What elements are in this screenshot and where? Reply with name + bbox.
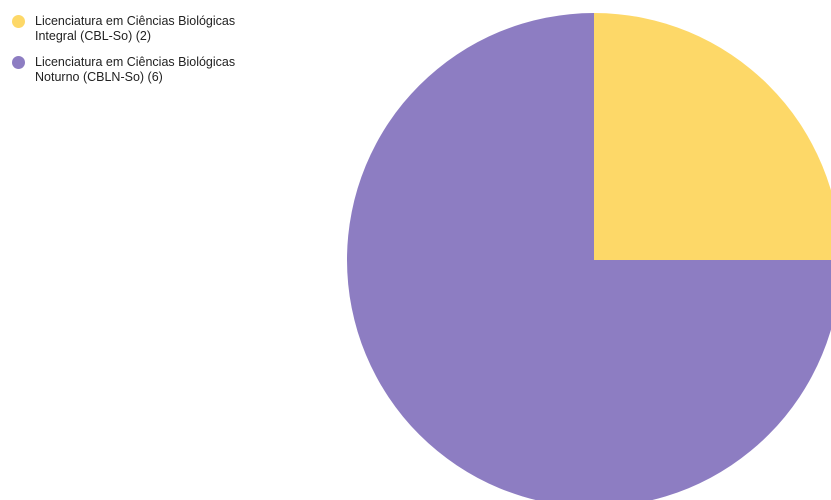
legend-item-noturno[interactable]: Licenciatura em Ciências Biológicas Notu…	[10, 55, 310, 85]
legend-label-integral: Licenciatura em Ciências Biológicas Inte…	[35, 14, 236, 43]
pie-slice-noturno[interactable]	[347, 13, 831, 500]
legend-item-integral[interactable]: Licenciatura em Ciências Biológicas Inte…	[10, 14, 310, 44]
pie-slice-integral[interactable]	[594, 13, 831, 260]
legend-label-noturno: Licenciatura em Ciências Biológicas Notu…	[35, 55, 236, 84]
legend-marker-integral	[12, 15, 25, 28]
chart-legend: Licenciatura em Ciências Biológicas Inte…	[10, 14, 310, 96]
legend-marker-noturno	[12, 56, 25, 69]
pie-slices	[347, 13, 831, 500]
